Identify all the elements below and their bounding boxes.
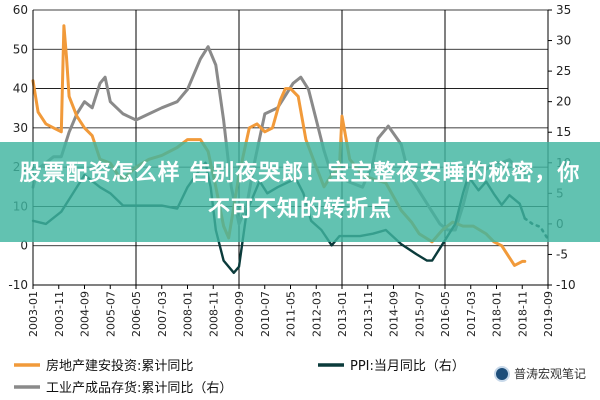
left-tick-label-0: 0 (20, 239, 28, 253)
x-tick-label-2006-05: 2006-05 (130, 291, 143, 337)
right-tick-label--5: -5 (556, 247, 568, 261)
watermark: 普涛宏观笔记 (493, 365, 586, 382)
x-tick-label-2008-01: 2008-01 (182, 291, 195, 337)
left-tick-label-50: 50 (13, 42, 28, 56)
x-tick-label-2017-03: 2017-03 (465, 291, 478, 337)
left-tick-label-40: 40 (13, 82, 28, 96)
right-tick-label--10: -10 (556, 278, 576, 292)
promo-banner[interactable]: 股票配资怎么样 告别夜哭郎！宝宝整夜安睡的秘密，你不可不知的转折点 (0, 142, 600, 242)
legend: 房地产建安投资:累计同比 PPI:当月同比（右） 工业产成品存货:累计同比（右） (14, 358, 465, 396)
x-tick-label-2009-09: 2009-09 (233, 291, 246, 337)
x-tick-label-2005-07: 2005-07 (104, 291, 117, 337)
banner-headline: 股票配资怎么样 告别夜哭郎！宝宝整夜安睡的秘密，你不可不知的转折点 (19, 161, 581, 222)
x-tick-label-2011-05: 2011-05 (285, 291, 298, 337)
right-tick-label-35: 35 (556, 3, 571, 17)
legend-label-0: 房地产建安投资:累计同比 (46, 358, 193, 374)
x-tick-label-2014-09: 2014-09 (388, 291, 401, 337)
x-tick-label-2013-11: 2013-11 (362, 291, 375, 337)
right-tick-label-30: 30 (556, 34, 571, 48)
right-tick-label-20: 20 (556, 95, 571, 109)
x-tick-label-2012-03: 2012-03 (310, 291, 323, 337)
x-tick-label-2018-01: 2018-01 (491, 291, 504, 337)
x-tick-label-2018-11: 2018-11 (516, 291, 529, 337)
wechat-logo-icon (493, 365, 510, 382)
legend-label-2: 工业产成品存货:累计同比（右） (46, 380, 232, 396)
legend-label-1: PPI:当月同比（右） (350, 359, 465, 374)
x-tick-label-2003-01: 2003-01 (27, 291, 40, 337)
right-tick-label-15: 15 (556, 125, 571, 139)
left-tick-label--10: -10 (8, 278, 28, 292)
x-tick-label-2007-03: 2007-03 (156, 291, 169, 337)
x-tick-label-2019-09: 2019-09 (542, 291, 555, 337)
x-tick-label-2008-11: 2008-11 (207, 291, 220, 337)
left-tick-label-60: 60 (13, 3, 28, 17)
watermark-text: 普涛宏观笔记 (513, 367, 586, 381)
right-tick-label-25: 25 (556, 64, 571, 78)
x-tick-label-2003-11: 2003-11 (53, 291, 66, 337)
left-tick-label-30: 30 (13, 121, 28, 135)
x-tick-label-2013-01: 2013-01 (336, 291, 349, 337)
x-tick-label-2004-09: 2004-09 (79, 291, 92, 337)
x-tick-label-2010-07: 2010-07 (259, 291, 272, 337)
x-tick-label-2015-07: 2015-07 (413, 291, 426, 337)
x-tick-label-2016-05: 2016-05 (439, 291, 452, 337)
